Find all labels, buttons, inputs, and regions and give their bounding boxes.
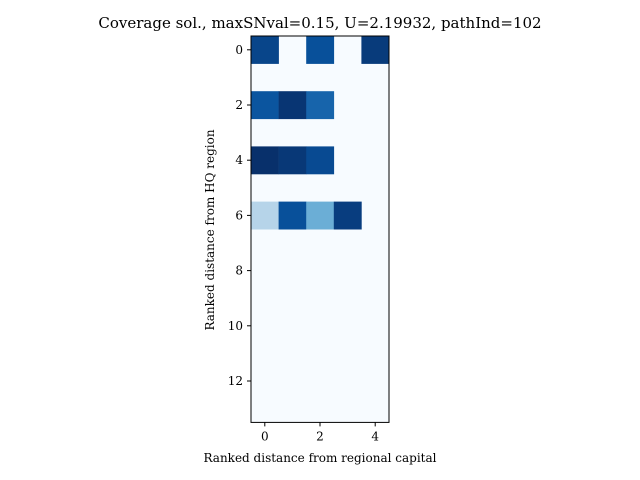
y-tick-label: 4 [235, 153, 243, 167]
y-tick-label: 12 [228, 374, 243, 388]
heatmap-cell-r2-c0 [251, 91, 279, 120]
y-axis-label: Ranked distance from HQ region [203, 129, 217, 330]
heatmap-cell-r6-c0 [251, 201, 279, 230]
x-tick-label: 2 [316, 429, 324, 443]
heatmap-cell-r4-c0 [251, 146, 279, 175]
plot-area [250, 35, 390, 423]
x-axis-ticks: 0 2 4 [261, 422, 379, 443]
x-axis-label: Ranked distance from regional capital [203, 451, 436, 465]
heatmap-cell-r4-c1 [278, 146, 307, 175]
heatmap-cell-r0-c0 [251, 36, 279, 64]
y-tick-label: 6 [235, 208, 243, 222]
heatmap-cell-r2-c2 [306, 91, 335, 120]
heatmap-cells [251, 36, 390, 230]
x-tick-label: 0 [261, 429, 269, 443]
heatmap-cell-r6-c2 [306, 201, 335, 230]
y-tick-label: 10 [228, 319, 243, 333]
heatmap-cell-r2-c1 [278, 91, 307, 120]
x-tick-label: 4 [371, 429, 379, 443]
heatmap-cell-r0-c2 [306, 36, 335, 64]
y-axis-ticks: 0 2 4 6 8 10 12 [228, 43, 251, 388]
y-tick-label: 2 [235, 98, 243, 112]
chart-title: Coverage sol., maxSNval=0.15, U=2.19932,… [98, 14, 541, 32]
heatmap-cell-r6-c1 [278, 201, 307, 230]
y-tick-label: 0 [235, 43, 243, 57]
heatmap-cell-r6-c3 [333, 201, 362, 230]
heatmap-cell-r0-c4 [361, 36, 390, 64]
heatmap-cell-r4-c2 [306, 146, 335, 175]
y-tick-label: 8 [235, 264, 243, 278]
